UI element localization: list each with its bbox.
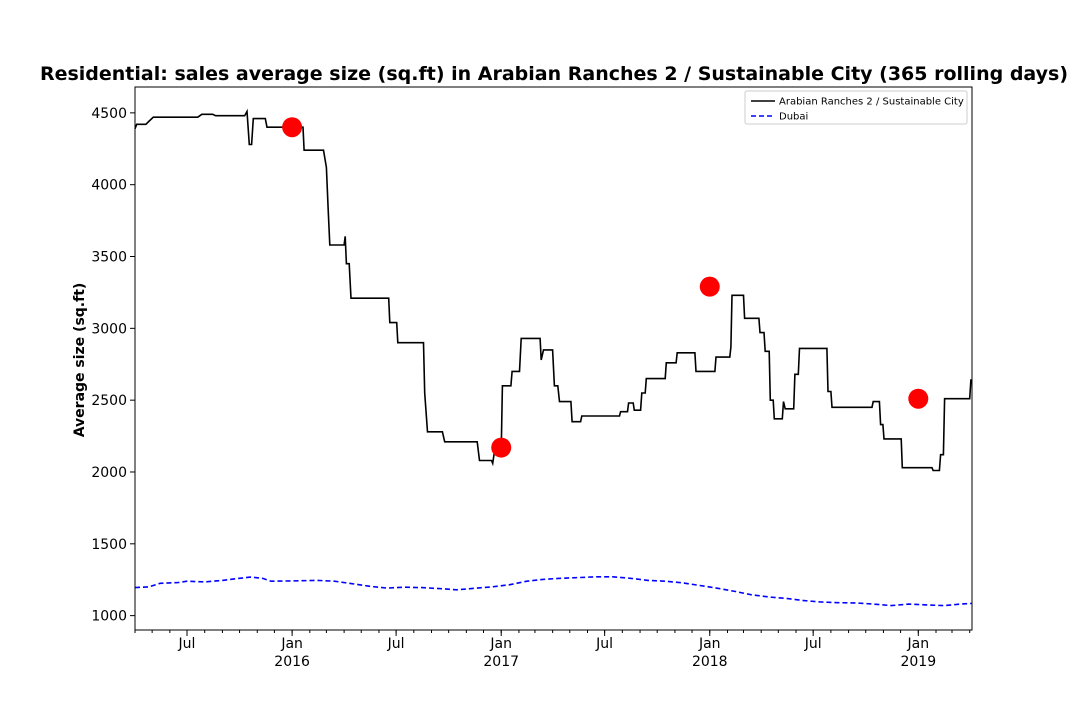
y-tick-label: 4500 [91,106,127,122]
y-tick-label: 2500 [91,393,127,409]
highlight-marker [491,437,512,458]
x-tick-label: Jul [595,636,613,652]
x-tick-year-label: 2017 [483,654,519,670]
x-tick-label: Jan [489,636,512,652]
y-tick-label: 1500 [91,537,127,553]
chart-title: Residential: sales average size (sq.ft) … [40,63,1068,85]
highlight-marker [699,276,720,297]
legend: Arabian Ranches 2 / Sustainable City Duba… [744,90,968,125]
x-tick-year-label: 2019 [900,654,936,670]
x-tick-label: Jul [387,636,405,652]
series-line-dubai [134,576,973,607]
y-tick-label: 1000 [91,609,127,625]
x-tick-label: Jan [280,636,303,652]
y-tick-label: 3000 [91,321,127,337]
y-tick-label: 4000 [91,178,127,194]
legend-label: Dubai [779,112,808,123]
x-tick-label: Jan [906,636,929,652]
x-tick-label: Jul [178,636,196,652]
x-tick-label: Jul [804,636,822,652]
legend-label: Arabian Ranches 2 / Sustainable City [779,97,964,108]
highlight-marker [282,117,303,138]
series-line-arabian-ranches [134,108,972,472]
highlight-marker [908,388,929,409]
plot-area [134,108,973,607]
x-tick-year-label: 2018 [692,654,728,670]
y-tick-label: 2000 [91,465,127,481]
x-tick-year-label: 2016 [274,654,310,670]
x-tick-label: Jan [698,636,721,652]
y-axis-label: Average size (sq.ft) [72,283,88,438]
axes: 1000 1500 2000 2500 3000 3500 4000 4500 Jul Jan 20… [91,86,973,670]
y-tick-label: 3500 [91,250,127,266]
legend-box [744,90,968,125]
plot-frame [134,86,973,631]
